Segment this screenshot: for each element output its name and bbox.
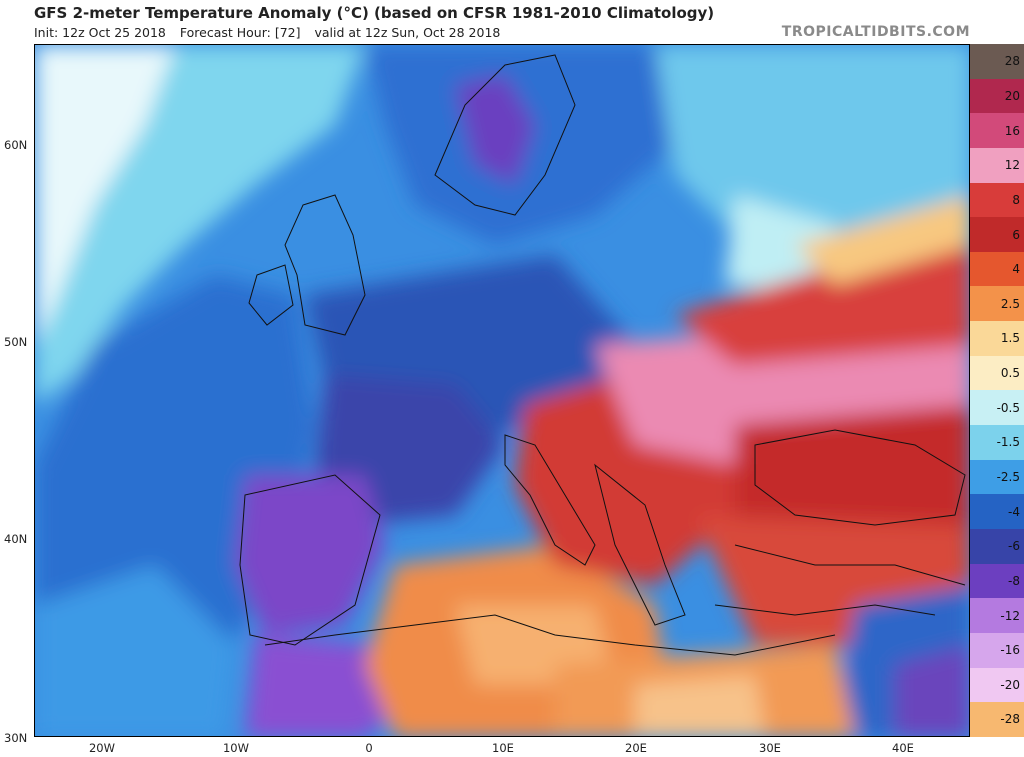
colorbar-cell: -0.5	[970, 390, 1024, 426]
colorbar-cell: -8	[970, 563, 1024, 599]
colorbar-cell: -2.5	[970, 459, 1024, 495]
lon-label-0: 0	[365, 741, 373, 755]
lon-label-10e: 10E	[492, 741, 514, 755]
colorbar-label: 12	[1004, 158, 1020, 173]
colorbar-cell: -16	[970, 632, 1024, 668]
lat-label-30n: 30N	[4, 731, 28, 745]
site-brand[interactable]: TROPICALTIDBITS.COM	[781, 24, 970, 40]
colorbar-cell: 2.5	[970, 286, 1024, 322]
lat-label-60n: 60N	[4, 138, 28, 152]
lat-label-40n: 40N	[4, 532, 28, 546]
colorbar-cell: -20	[970, 667, 1024, 703]
colorbar-label: 28	[1004, 54, 1020, 69]
colorbar-cell: 1.5	[970, 321, 1024, 356]
lon-label-20w: 20W	[88, 741, 116, 755]
colorbar-label: -12	[1000, 608, 1020, 623]
colorbar-cell: 8	[970, 182, 1024, 218]
valid-time: valid at 12z Sun, Oct 28 2018	[314, 25, 501, 40]
colorbar-cell: 6	[970, 217, 1024, 252]
colorbar-cell: 4	[970, 251, 1024, 287]
lon-label-30e: 30E	[759, 741, 781, 755]
lon-label-40e: 40E	[892, 741, 914, 755]
anomaly-map	[34, 44, 970, 737]
colorbar-label: -2.5	[996, 470, 1020, 484]
colorbar-cell: 12	[970, 147, 1024, 183]
colorbar-label: 16	[1004, 123, 1020, 138]
colorbar-label: 6	[1012, 227, 1020, 242]
colorbar-label: -28	[1000, 712, 1020, 727]
colorbar-cell: -1.5	[970, 425, 1024, 460]
colorbar-cell: -12	[970, 598, 1024, 633]
colorbar-cell: 0.5	[970, 355, 1024, 391]
colorbar-label: -1.5	[996, 435, 1020, 450]
colorbar-cell: 16	[970, 113, 1024, 148]
init-time: Init: 12z Oct 25 2018	[34, 25, 166, 40]
colorbar-label: 0.5	[1000, 366, 1020, 381]
colorbar-label: -20	[1000, 677, 1020, 692]
lat-label-50n: 50N	[4, 335, 28, 349]
colorbar-label: -6	[1008, 539, 1020, 554]
lon-label-20e: 20E	[625, 741, 647, 755]
colorbar-cell: -4	[970, 494, 1024, 529]
anomaly-field	[35, 45, 969, 736]
colorbar-label: -16	[1000, 643, 1020, 658]
colorbar-legend: 28 20 16 12 8 6 4 2.5 1.5 0.5 -0.5 -1.5 -2.5 -4 -6 -8 -1…	[970, 44, 1024, 737]
map-subtitle: Init: 12z Oct 25 2018 Forecast Hour: [72…	[34, 25, 510, 40]
colorbar-label: 20	[1004, 88, 1020, 103]
colorbar-label: -8	[1008, 573, 1020, 588]
forecast-hour: Forecast Hour: [72]	[179, 25, 301, 40]
colorbar-label: 2.5	[1000, 296, 1020, 311]
colorbar-cell: 28	[970, 44, 1024, 79]
colorbar-label: 8	[1012, 192, 1020, 207]
lon-label-10w: 10W	[222, 741, 250, 755]
colorbar-cell: -28	[970, 702, 1024, 737]
colorbar-cell: -6	[970, 528, 1024, 564]
colorbar-label: 1.5	[1000, 331, 1020, 346]
colorbar-label: -4	[1008, 504, 1020, 519]
colorbar-label: -0.5	[996, 400, 1020, 415]
colorbar-cell: 20	[970, 78, 1024, 114]
map-title: GFS 2-meter Temperature Anomaly (°C) (ba…	[34, 4, 715, 22]
colorbar-label: 4	[1012, 262, 1020, 277]
